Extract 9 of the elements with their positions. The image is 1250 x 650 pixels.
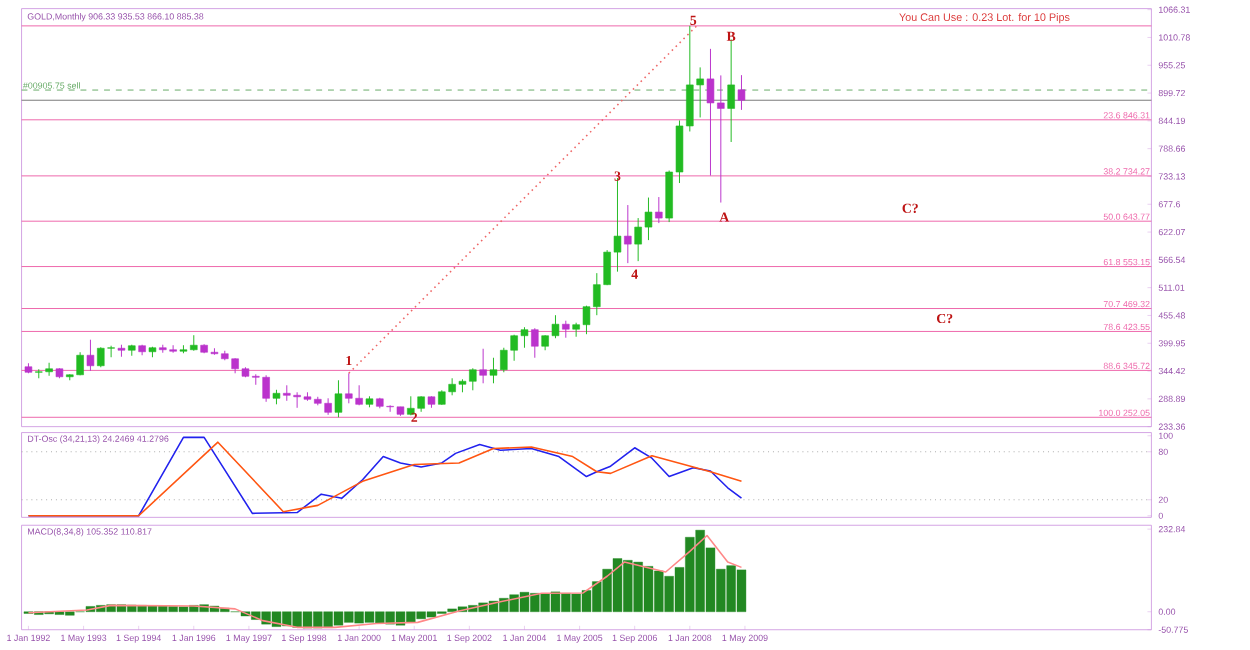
candlestick bbox=[624, 204, 632, 264]
line-series bbox=[27, 534, 743, 629]
candlestick bbox=[655, 196, 663, 224]
candlestick bbox=[531, 327, 539, 359]
candlestick bbox=[334, 380, 343, 419]
candlestick bbox=[737, 74, 746, 111]
candlestick bbox=[727, 39, 735, 143]
candlestick bbox=[86, 339, 95, 372]
candlestick bbox=[479, 348, 487, 385]
